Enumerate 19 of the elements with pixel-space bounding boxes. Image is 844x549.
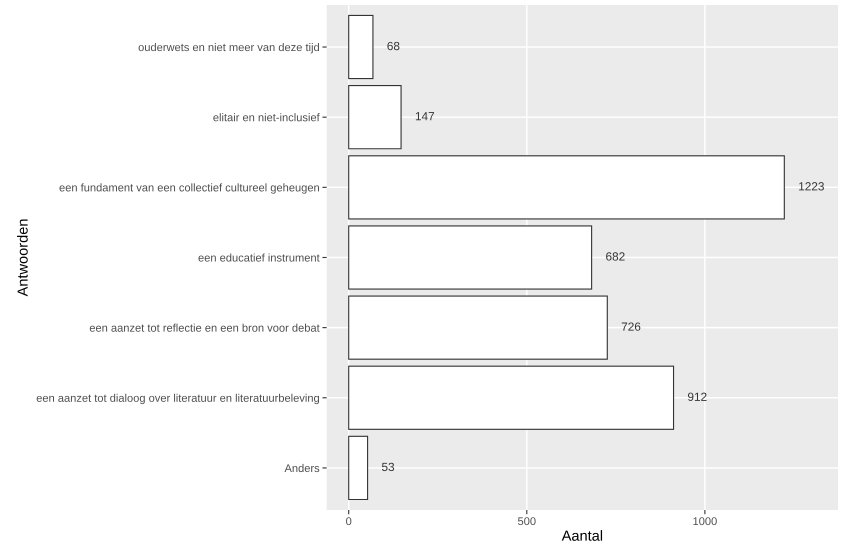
data-label: 147 xyxy=(416,112,434,120)
x-tick-label: 1000 xyxy=(693,517,717,526)
data-label: 912 xyxy=(688,392,707,401)
y-axis-title: Antwoorden xyxy=(17,220,28,296)
y-tick-label: een educatief instrument xyxy=(198,253,320,262)
x-tick-label: 500 xyxy=(518,517,536,526)
data-label: 53 xyxy=(382,462,394,472)
x-axis-title: Aantal xyxy=(562,530,602,541)
data-label: 726 xyxy=(622,322,640,331)
y-tick-label: ouderwets en niet meer van deze tijd xyxy=(138,43,319,54)
y-tick-label: elitair en niet-inclusief xyxy=(213,113,320,122)
y-tick-label: een aanzet tot dialoog over literatuur en literatuurbeleving xyxy=(36,394,319,404)
data-label: 682 xyxy=(606,252,625,261)
data-label: 1223 xyxy=(799,182,824,190)
data-label: 68 xyxy=(387,42,400,50)
y-tick-label: een aanzet tot reflectie en een bron voor debat xyxy=(90,324,320,332)
y-tick-label: Anders xyxy=(284,464,320,472)
y-tick-label: een fundament van een collectief cultureel geheugen xyxy=(59,183,319,194)
x-tick-label: 0 xyxy=(346,517,352,526)
